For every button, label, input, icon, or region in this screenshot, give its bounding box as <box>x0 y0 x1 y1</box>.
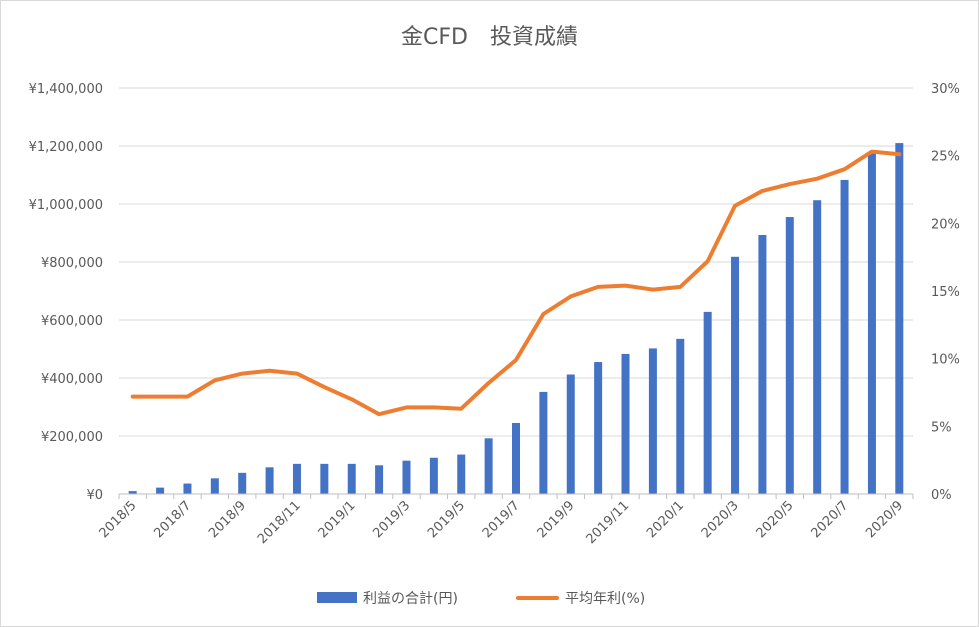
x-axis-ticks: 2018/5 2018/7 2018/9 2018/11 2019/1 2019/3 201… <box>97 493 914 547</box>
right-axis-tick-label: 5% <box>931 420 952 435</box>
x-axis-tick-label: 2019/7 <box>480 498 523 541</box>
left-axis-tick-label: ¥1,400,000 <box>29 82 103 97</box>
bar <box>320 463 329 494</box>
bar <box>183 483 192 494</box>
x-axis-tick-label: 2020/3 <box>699 498 742 541</box>
gridlines <box>119 87 913 495</box>
bar <box>265 467 274 494</box>
bar <box>813 200 822 495</box>
bar <box>375 465 384 494</box>
legend-label-profit: 利益の合計(円) <box>363 591 458 607</box>
right-axis-tick-label: 15% <box>931 285 960 300</box>
x-axis-tick-label: 2019/11 <box>584 498 633 547</box>
x-axis-tick-label: 2018/7 <box>151 498 194 541</box>
left-axis-tick-label: ¥200,000 <box>41 430 103 445</box>
left-axis-tick-label: ¥0 <box>86 488 103 503</box>
bar <box>621 353 630 494</box>
bar <box>703 311 712 494</box>
bar <box>539 391 548 494</box>
right-axis-tick-label: 25% <box>931 150 960 165</box>
bar <box>594 362 603 494</box>
right-axis-ticks: 0% 5% 10% 15% 20% 25% 30% <box>931 82 960 503</box>
x-axis-tick-label: 2019/3 <box>370 498 413 541</box>
x-axis-tick-label: 2019/1 <box>316 498 359 541</box>
bar <box>676 338 685 494</box>
x-axis-tick-label: 2019/5 <box>425 498 468 541</box>
bar <box>867 151 876 495</box>
bar <box>512 422 520 494</box>
left-axis-tick-label: ¥600,000 <box>41 314 103 329</box>
right-axis-tick-label: 20% <box>931 217 960 232</box>
left-axis-tick-label: ¥1,200,000 <box>29 140 103 155</box>
left-axis-tick-label: ¥800,000 <box>41 256 103 271</box>
right-axis-tick-label: 10% <box>931 353 960 368</box>
left-axis-tick-label: ¥400,000 <box>41 372 103 387</box>
x-axis-tick-label: 2019/9 <box>535 498 578 541</box>
legend-label-yield: 平均年利(%) <box>565 591 645 607</box>
x-axis-tick-label: 2018/5 <box>97 498 140 541</box>
bar <box>210 478 219 494</box>
x-axis-tick-label: 2020/7 <box>808 498 851 541</box>
bar <box>758 235 767 494</box>
left-axis-tick-label: ¥1,000,000 <box>29 198 103 213</box>
bar <box>238 472 247 494</box>
bar <box>128 491 137 494</box>
bar <box>895 143 904 494</box>
bar <box>292 463 301 494</box>
bar <box>457 454 466 494</box>
bar <box>484 438 493 494</box>
legend-swatch-bar <box>317 592 357 603</box>
bar <box>402 460 411 494</box>
x-axis-tick-label: 2020/5 <box>754 498 797 541</box>
legend: 利益の合計(円) 平均年利(%) <box>317 591 645 607</box>
bar <box>347 463 356 494</box>
bar <box>648 348 657 494</box>
left-axis-ticks: ¥0 ¥200,000 ¥400,000 ¥600,000 ¥800,000 ¥1,000… <box>29 82 103 503</box>
right-axis-tick-label: 0% <box>931 488 952 503</box>
bar <box>429 457 438 494</box>
chart-title: 金CFD 投資成績 <box>401 25 578 50</box>
bar <box>566 374 575 494</box>
bar-series <box>128 143 904 495</box>
right-axis-tick-label: 30% <box>931 82 960 97</box>
x-axis-tick-label: 2018/11 <box>255 498 304 547</box>
bar <box>840 179 849 494</box>
bar <box>785 217 794 495</box>
line-series <box>130 149 902 417</box>
bar <box>156 487 165 494</box>
line-series-path <box>130 149 902 417</box>
bar <box>731 256 740 494</box>
x-axis-tick-label: 2018/9 <box>206 498 249 541</box>
x-axis-tick-label: 2020/9 <box>863 498 906 541</box>
x-axis-tick-label: 2020/1 <box>644 498 687 541</box>
